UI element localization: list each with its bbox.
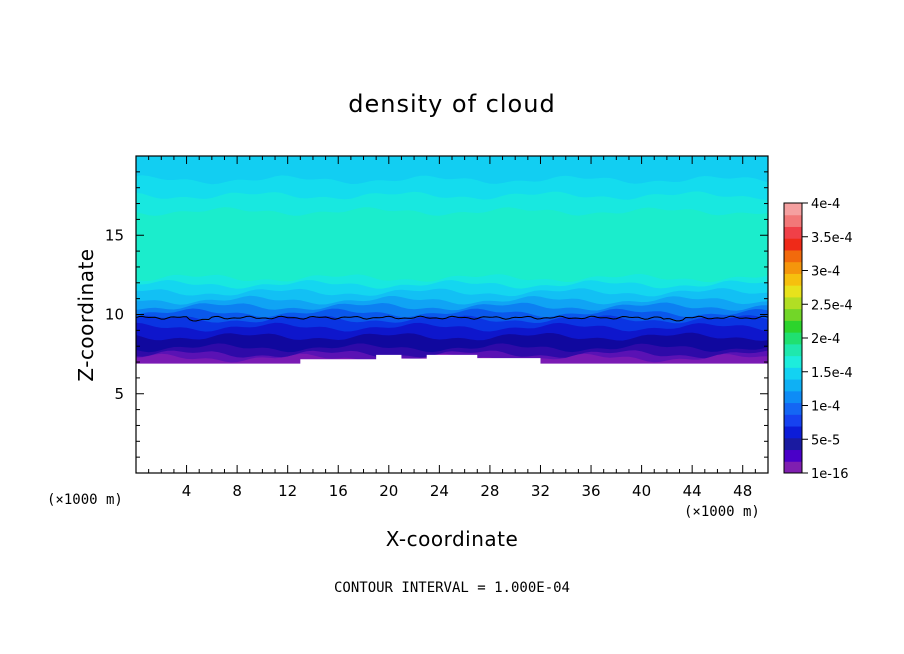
colorbar-cell: [784, 437, 802, 451]
x-unit-left: (×1000 m): [47, 492, 123, 508]
colorbar-label: 5e-5: [811, 433, 840, 448]
x-tick-label: 16: [329, 482, 348, 500]
colorbar-cell: [784, 449, 802, 462]
clear-air-fill: [136, 354, 768, 473]
colorbar-cell: [784, 296, 802, 310]
x-tick-label: 48: [733, 482, 752, 500]
y-tick-label: 10: [105, 306, 124, 324]
colorbar-label: 1e-4: [811, 400, 840, 415]
colorbar-labels: 1e-16 5e-5 1e-4 1.5e-4 2e-4 2.5e-4 3e-4 3.5e-4 4…: [802, 197, 853, 482]
colorbar-cell: [784, 332, 802, 345]
colorbar-cell: [784, 320, 802, 333]
colorbar-cells: [784, 203, 802, 474]
x-tick-label: 4: [182, 482, 192, 500]
contour-interval-note: CONTOUR INTERVAL = 1.000E-04: [334, 580, 570, 596]
x-tick-label: 24: [430, 482, 449, 500]
colorbar-cell: [784, 226, 802, 239]
colorbar-cell: [784, 390, 802, 404]
colorbar-cell: [784, 379, 802, 392]
colorbar-label: 1e-16: [811, 467, 849, 482]
colorbar-cell: [784, 414, 802, 427]
x-tick-label: 40: [632, 482, 651, 500]
colorbar: 1e-16 5e-5 1e-4 1.5e-4 2e-4 2.5e-4 3e-4 3.5e-4 4…: [783, 197, 853, 482]
y-ticks: 5 10 15: [105, 171, 768, 458]
chart-title: density of cloud: [348, 90, 555, 118]
colorbar-label: 1.5e-4: [811, 366, 853, 381]
colorbar-cell: [784, 402, 802, 415]
x-tick-label: 12: [278, 482, 297, 500]
x-tick-label: 44: [683, 482, 702, 500]
x-tick-label: 8: [232, 482, 242, 500]
x-unit-right: (×1000 m): [684, 504, 760, 520]
colorbar-cell: [784, 249, 802, 263]
clear-air-region: [136, 354, 768, 473]
colorbar-cell: [784, 367, 802, 380]
x-axis-label: X-coordinate: [386, 527, 519, 551]
x-tick-label: 28: [480, 482, 499, 500]
colorbar-cell: [784, 355, 802, 368]
x-ticks: 4 8 12 16 20 24 28 32 36 40 44 48: [148, 156, 756, 500]
colorbar-cell: [784, 214, 802, 227]
colorbar-cell: [784, 238, 802, 251]
x-tick-label: 36: [581, 482, 600, 500]
y-tick-label: 5: [114, 385, 124, 403]
colorbar-cell: [784, 273, 802, 286]
x-tick-label: 20: [379, 482, 398, 500]
y-tick-label: 15: [105, 226, 124, 244]
colorbar-cell: [784, 426, 802, 439]
x-tick-label: 32: [531, 482, 550, 500]
colorbar-cell: [784, 285, 802, 298]
colorbar-cell: [784, 203, 802, 216]
colorbar-cell: [784, 308, 802, 321]
colorbar-label: 2e-4: [811, 332, 840, 347]
contour-line: [136, 315, 768, 322]
colorbar-label: 3.5e-4: [811, 231, 853, 246]
colorbar-cell: [784, 343, 802, 357]
y-axis-label: Z-coordinate: [74, 248, 98, 381]
colorbar-label: 4e-4: [811, 197, 840, 212]
colorbar-label: 3e-4: [811, 265, 840, 280]
colorbar-cell: [784, 261, 802, 274]
colorbar-cell: [784, 461, 802, 474]
colorbar-label: 2.5e-4: [811, 298, 853, 313]
